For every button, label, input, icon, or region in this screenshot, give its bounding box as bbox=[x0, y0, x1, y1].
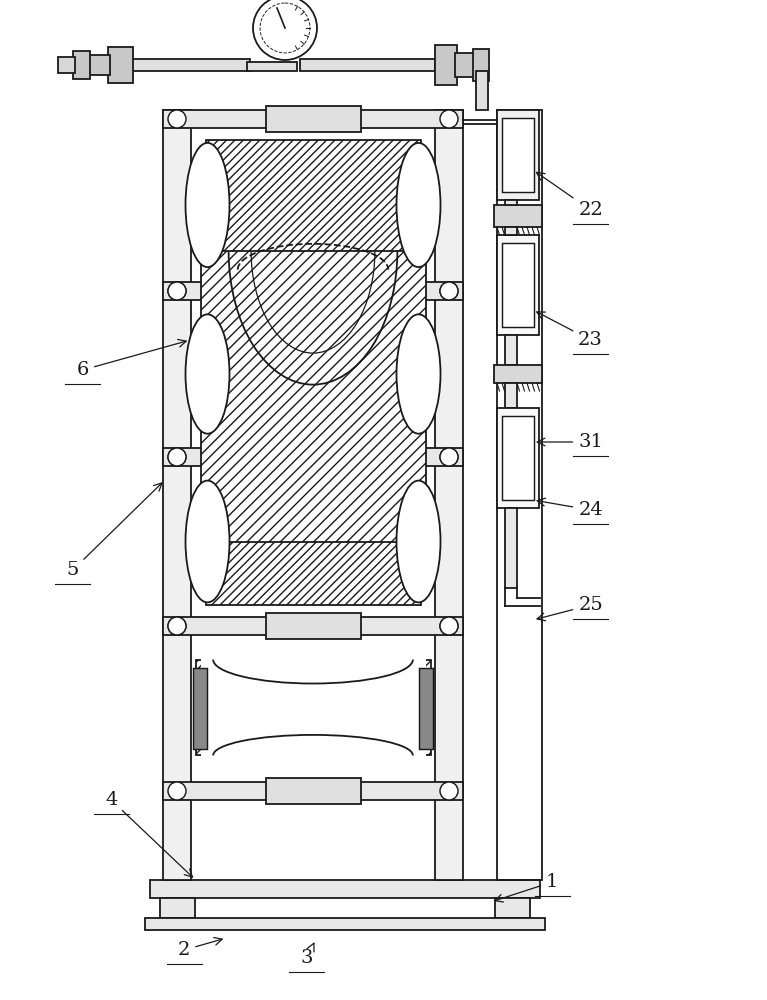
Circle shape bbox=[168, 282, 186, 300]
Bar bbox=[435, 110, 463, 880]
Circle shape bbox=[168, 782, 186, 800]
Bar bbox=[193, 500, 207, 583]
Circle shape bbox=[440, 617, 458, 635]
Circle shape bbox=[440, 282, 458, 300]
Bar bbox=[266, 106, 361, 132]
Text: 6: 6 bbox=[77, 339, 186, 379]
Text: 3: 3 bbox=[301, 943, 314, 967]
Bar bbox=[88, 55, 110, 75]
Circle shape bbox=[440, 782, 458, 800]
Bar bbox=[505, 335, 517, 365]
Bar bbox=[502, 416, 534, 500]
Bar bbox=[473, 49, 489, 81]
Text: 4: 4 bbox=[105, 791, 193, 877]
Ellipse shape bbox=[186, 143, 229, 267]
Bar bbox=[266, 444, 361, 470]
Bar bbox=[435, 45, 457, 85]
Circle shape bbox=[168, 617, 186, 635]
Circle shape bbox=[168, 448, 186, 466]
Bar bbox=[163, 282, 463, 300]
Bar bbox=[505, 227, 517, 235]
Bar bbox=[160, 898, 195, 918]
Bar bbox=[163, 617, 463, 635]
Bar bbox=[497, 235, 539, 335]
Ellipse shape bbox=[397, 314, 440, 434]
Bar bbox=[206, 312, 420, 436]
Bar bbox=[497, 110, 539, 200]
Bar bbox=[247, 62, 297, 71]
Bar bbox=[419, 333, 433, 415]
Text: 31: 31 bbox=[537, 433, 603, 451]
Circle shape bbox=[440, 448, 458, 466]
Bar bbox=[163, 110, 191, 880]
Bar bbox=[193, 333, 207, 415]
Bar bbox=[58, 57, 75, 73]
Bar bbox=[494, 365, 542, 383]
Bar bbox=[497, 110, 542, 880]
Circle shape bbox=[168, 448, 186, 466]
Circle shape bbox=[168, 617, 186, 635]
Bar bbox=[163, 782, 463, 800]
Bar bbox=[476, 71, 488, 110]
Text: 22: 22 bbox=[536, 172, 603, 219]
Bar bbox=[200, 251, 426, 542]
Bar bbox=[73, 51, 90, 79]
Bar bbox=[266, 613, 361, 639]
Ellipse shape bbox=[397, 481, 440, 602]
Bar bbox=[497, 408, 539, 508]
Bar bbox=[206, 478, 420, 605]
Bar bbox=[196, 660, 430, 755]
Text: 25: 25 bbox=[537, 596, 603, 621]
Bar bbox=[108, 47, 133, 83]
Bar bbox=[145, 918, 545, 930]
Bar bbox=[150, 880, 540, 898]
Bar bbox=[505, 383, 517, 408]
Circle shape bbox=[440, 282, 458, 300]
Bar bbox=[300, 59, 435, 71]
Text: 23: 23 bbox=[537, 312, 603, 349]
Bar bbox=[505, 200, 517, 205]
Bar bbox=[505, 508, 517, 588]
Circle shape bbox=[440, 448, 458, 466]
Bar bbox=[130, 59, 250, 71]
Text: 1: 1 bbox=[495, 873, 558, 902]
Bar bbox=[502, 118, 534, 192]
Bar bbox=[419, 163, 433, 247]
Text: 5: 5 bbox=[67, 483, 162, 579]
Bar bbox=[193, 163, 207, 247]
Bar bbox=[455, 53, 475, 77]
Text: 24: 24 bbox=[537, 498, 603, 519]
Bar bbox=[266, 778, 361, 804]
Ellipse shape bbox=[397, 143, 440, 267]
Bar bbox=[163, 110, 463, 128]
Bar bbox=[163, 448, 463, 466]
Bar bbox=[193, 668, 207, 749]
Circle shape bbox=[440, 617, 458, 635]
Bar bbox=[495, 898, 530, 918]
Bar bbox=[502, 243, 534, 327]
Bar bbox=[206, 140, 420, 270]
Text: 2: 2 bbox=[178, 938, 222, 959]
Bar bbox=[266, 278, 361, 304]
Bar bbox=[494, 205, 542, 227]
Circle shape bbox=[253, 0, 317, 60]
Bar bbox=[200, 644, 426, 771]
Bar bbox=[419, 668, 433, 749]
Circle shape bbox=[440, 110, 458, 128]
Circle shape bbox=[168, 282, 186, 300]
Ellipse shape bbox=[186, 481, 229, 602]
Bar bbox=[419, 500, 433, 583]
Circle shape bbox=[168, 110, 186, 128]
Ellipse shape bbox=[186, 314, 229, 434]
